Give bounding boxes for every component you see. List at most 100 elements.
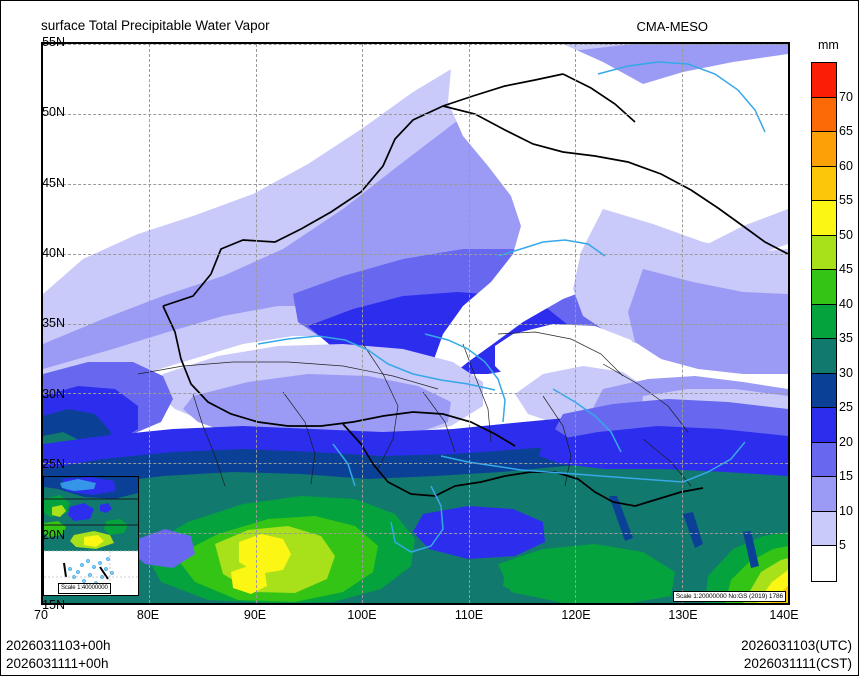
xtick-label-120e: 120E [561, 608, 591, 622]
xtick-110 [469, 603, 471, 605]
rivers-and-lakes [257, 61, 766, 553]
colorbar-band-1 [812, 97, 836, 133]
gridline-lon-130 [681, 44, 683, 603]
colorbar-tick-35: 35 [839, 331, 853, 346]
colorbar-tick-40: 40 [839, 296, 853, 311]
gridline-lat-40 [43, 253, 788, 255]
colorbar-tick-60: 60 [839, 158, 853, 173]
ytick-minor-6 [41, 428, 43, 429]
xtick-120 [575, 603, 577, 605]
colorbar-band-7 [812, 304, 836, 340]
gridline-lon-90 [255, 44, 257, 603]
colorbar-tick-45: 45 [839, 262, 853, 277]
footer-valid-time-left: 2026031111+00h [6, 656, 109, 671]
xtick-minor-7 [735, 603, 736, 605]
xtick-minor-5 [522, 603, 523, 605]
gridline-lat-35 [43, 323, 788, 325]
xtick-label-110e: 110E [454, 608, 484, 622]
colorbar-tick-30: 30 [839, 365, 853, 380]
xtick-minor-6 [628, 603, 629, 605]
xtick-100 [362, 603, 364, 605]
xtick-minor-1 [96, 603, 97, 605]
xtick-label-80e: 80E [136, 608, 160, 622]
gridline-lat-55 [43, 44, 788, 45]
ytick-minor-4 [41, 289, 43, 290]
colorbar-tick-5: 5 [839, 538, 846, 553]
gridline-lon-100 [362, 44, 364, 603]
colorbar-band-11 [812, 442, 836, 478]
footer-init-time-utc: 2026031103(UTC) [741, 638, 852, 653]
gridline-lat-45 [43, 183, 788, 185]
page-title: surface Total Precipitable Water Vapor [41, 18, 270, 33]
colorbar-tick-65: 65 [839, 124, 853, 139]
colorbar-band-4 [812, 201, 836, 236]
ytick-label-40n: 40N [42, 246, 65, 260]
map-canvas [43, 44, 788, 603]
model-label: CMA-MESO [636, 19, 709, 34]
xtick-label-70: 70 [34, 608, 48, 622]
map-plot-area[interactable]: Scale 1:20000000 No:GS (2019) 1786 [41, 42, 790, 605]
colorbar-band-6 [812, 270, 836, 305]
colorbar-band-8 [812, 339, 836, 374]
xtick-label-100e: 100E [347, 608, 377, 622]
gridline-lat-25 [43, 463, 788, 465]
ytick-minor-3 [41, 219, 43, 220]
colorbar-band-12 [812, 477, 836, 512]
ytick-label-35n: 35N [42, 316, 65, 330]
ytick-minor-1 [41, 79, 43, 80]
colorbar-unit-label: mm [818, 38, 839, 52]
ytick-label-50n: 50N [42, 105, 65, 119]
xtick-80 [149, 603, 151, 605]
xtick-label-90e: 90E [243, 608, 267, 622]
gridline-lat-30 [43, 393, 788, 395]
colorbar-tick-15: 15 [839, 469, 853, 484]
ytick-label-45n: 45N [42, 176, 65, 190]
ytick-label-15n: 15N [42, 598, 65, 612]
colorbar-band-5 [812, 235, 836, 271]
colorbar-band-14 [812, 546, 836, 581]
colorbar-tick-55: 55 [839, 193, 853, 208]
ytick-label-25n: 25N [42, 457, 65, 471]
xtick-label-140e: 140E [769, 608, 799, 622]
colorbar-band-3 [812, 166, 836, 202]
xtick-90 [256, 603, 258, 605]
ytick-label-20n: 20N [42, 528, 65, 542]
colorbar-tick-70: 70 [839, 89, 853, 104]
colorbar-band-10 [812, 408, 836, 443]
ytick-minor-7 [41, 498, 43, 499]
gridline-lat-50 [43, 113, 788, 115]
xtick-130 [682, 603, 684, 605]
xtick-140 [788, 603, 790, 605]
xtick-minor-4 [416, 603, 417, 605]
footer-valid-time-cst: 2026031111(CST) [743, 656, 852, 671]
precipitable-water-field [43, 44, 788, 603]
xtick-minor-2 [203, 603, 204, 605]
ytick-label-30n: 30N [42, 387, 65, 401]
gridline-lon-120 [575, 44, 577, 603]
admin-boundaries [137, 331, 692, 487]
colorbar-band-2 [812, 132, 836, 167]
ytick-minor-5 [41, 358, 43, 359]
colorbar-band-9 [812, 373, 836, 409]
colorbar-tick-10: 10 [839, 503, 853, 518]
colorbar-band-13 [812, 511, 836, 547]
gridline-lon-110 [468, 44, 470, 603]
ytick-minor-2 [41, 149, 43, 150]
colorbar-tick-25: 25 [839, 400, 853, 415]
xtick-label-130e: 130E [668, 608, 698, 622]
gridline-lon-80 [149, 44, 151, 603]
inset-field [44, 477, 138, 595]
colorbar[interactable] [811, 62, 837, 582]
south-china-sea-inset[interactable]: Scale 1:40000000 [43, 476, 139, 596]
map-scale-stamp: Scale 1:20000000 No:GS (2019) 1786 [672, 591, 786, 602]
colorbar-tick-50: 50 [839, 227, 853, 242]
ytick-minor-8 [41, 568, 43, 569]
ytick-label-55n: 55N [42, 35, 65, 49]
inset-scale-stamp: Scale 1:40000000 [58, 583, 111, 594]
footer-init-time-left: 2026031103+00h [6, 638, 111, 653]
colorbar-band-0 [812, 63, 836, 98]
colorbar-tick-20: 20 [839, 434, 853, 449]
xtick-minor-3 [309, 603, 310, 605]
gridline-lat-20 [43, 533, 788, 535]
